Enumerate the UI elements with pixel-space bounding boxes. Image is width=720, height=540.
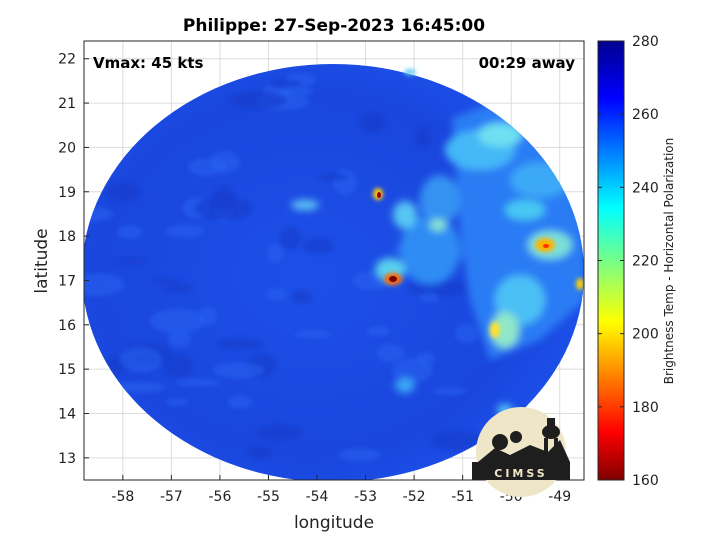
x-tick-label: -54 [306,489,329,505]
x-tick-label: -52 [403,489,426,505]
y-tick-label: 16 [58,318,76,334]
texture-blob [167,330,191,348]
texture-blob [163,353,194,379]
texture-blob [84,273,125,297]
texture-blob [301,237,335,255]
svg-text:CIMSS: CIMSS [494,467,547,480]
texture-blob [419,292,440,302]
colorbar-tick-label: 220 [632,254,659,270]
texture-blob [367,325,390,337]
x-tick-label: -53 [354,489,377,505]
texture-blob [163,284,194,294]
colorbar: 160 180 200 220 240 260 280 Brightness Temp - … [597,34,676,489]
texture-blob [116,225,143,239]
texture-blob [119,346,162,373]
y-tick-label: 21 [58,96,76,112]
texture-blob [267,244,284,263]
texture-blob [256,424,303,441]
y-tick-label: 13 [58,451,76,467]
texture-blob [166,224,205,238]
texture-blob [187,158,227,176]
texture-blob [294,330,332,339]
texture-blob [175,378,221,387]
colorbar-label: Brightness Temp - Horizontal Polarizatio… [662,138,676,385]
texture-blob [114,258,149,265]
texture-blob [277,86,314,96]
texture-blob [358,112,387,134]
y-tick-label: 18 [58,229,76,245]
x-tick-label: -55 [257,489,280,505]
texture-blob [215,338,264,351]
y-tick-label: 20 [58,140,76,156]
colorbar-tick-label: 200 [632,327,659,343]
texture-blob [213,362,264,379]
brightness-temp-image [84,64,584,480]
chart-title: Philippe: 27-Sep-2023 16:45:00 [183,16,485,36]
y-tick-label: 22 [58,52,76,68]
x-tick-label: -58 [111,489,134,505]
texture-blob [316,173,349,181]
texture-blob [194,197,254,220]
texture-blob [228,395,253,409]
colorbar-tick-label: 160 [632,473,659,489]
texture-blob [198,306,218,326]
time-away-annotation: 00:29 away [479,54,576,72]
x-tick-label: -49 [548,489,571,505]
x-tick-label: -56 [208,489,231,505]
texture-blob [84,206,114,222]
texture-blob [265,288,287,300]
texture-blob [106,182,142,202]
texture-blob [376,344,405,362]
y-axis-label: latitude [32,228,52,293]
texture-blob [454,323,478,344]
y-tick-label: 15 [58,362,76,378]
colorbar-tick-label: 280 [632,34,659,50]
texture-blob [227,91,287,109]
texture-blob [165,398,190,406]
cimss-logo: CIMSS [472,407,570,497]
colorbar-tick-label: 260 [632,107,659,123]
y-tick-label: 19 [58,185,76,201]
texture-blob [149,308,205,334]
texture-blob [337,448,381,462]
texture-blob [151,277,181,285]
texture-blob [268,79,303,89]
x-tick-label: -57 [160,489,183,505]
texture-blob [414,125,431,149]
texture-blob [333,169,358,196]
texture-blob [290,289,313,304]
colorbar-tick-label: 240 [632,180,659,196]
y-tick-label: 17 [58,273,76,289]
texture-blob [432,387,467,395]
texture-blob [391,358,433,383]
colorbar-tick-label: 180 [632,400,659,416]
x-tick-label: -51 [451,489,474,505]
vmax-annotation: Vmax: 45 kts [93,54,203,72]
texture-blob [246,445,271,460]
y-tick-label: 14 [58,406,76,422]
x-axis-label: longitude [294,513,374,533]
axis-ticks: -58 -57 -56 -55 -54 -53 -52 -51 -50 -491314151617… [58,52,571,505]
texture-blob [280,226,302,251]
texture-blob [431,430,485,452]
axes-frame [83,40,585,481]
